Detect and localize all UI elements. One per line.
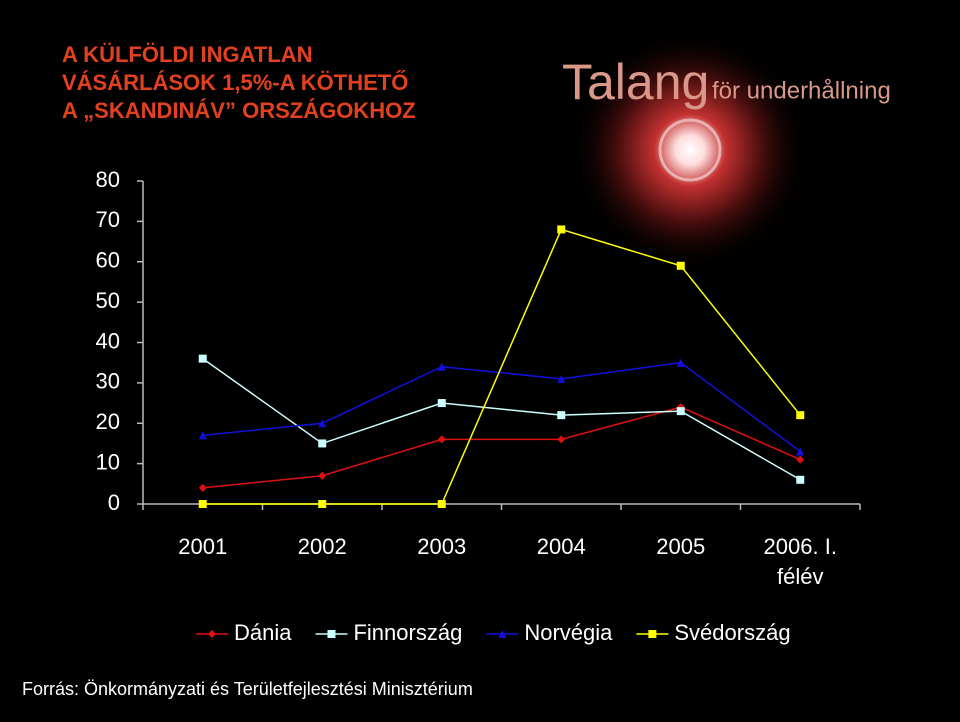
point	[318, 500, 327, 508]
legend-marker	[208, 630, 216, 638]
point	[437, 362, 446, 371]
logo-name: Talang	[562, 54, 709, 110]
logo-tagline: för underhållning	[712, 77, 891, 104]
series-line	[202, 361, 801, 453]
point	[557, 411, 566, 420]
series-line	[202, 406, 801, 489]
logo-glow	[570, 30, 810, 270]
legend-marker	[327, 630, 336, 638]
title-line: VÁSÁRLÁSOK 1,5%-A KÖTHETŐ	[62, 70, 408, 95]
point	[557, 435, 566, 444]
point	[198, 431, 207, 440]
y-tick-label: 70	[96, 207, 120, 232]
y-tick-label: 40	[96, 328, 120, 353]
legend-label: Finnország	[353, 620, 462, 645]
point	[198, 500, 207, 508]
logo-ring	[658, 118, 722, 182]
point	[437, 399, 446, 408]
legend-marker	[648, 630, 657, 638]
x-tick-label: 2004	[536, 534, 586, 559]
y-tick-label: 50	[96, 288, 120, 313]
x-tick-label: 2002	[297, 534, 347, 559]
legend-label: Dánia	[234, 620, 292, 645]
point	[676, 358, 685, 367]
point	[437, 500, 446, 508]
point	[437, 435, 446, 444]
title-line: A „SKANDINÁV” ORSZÁGOKHOZ	[62, 98, 416, 123]
point	[557, 225, 566, 234]
point	[318, 439, 327, 448]
point	[796, 475, 805, 484]
x-tick-label: 2005	[656, 534, 706, 559]
x-tick-label: 2006. I. félév	[763, 534, 837, 589]
source: Forrás: Önkormányzati és Területfejleszt…	[22, 679, 473, 699]
y-tick-label: 0	[108, 490, 120, 515]
series-line	[202, 228, 801, 505]
point	[676, 407, 685, 416]
legend-label: Norvégia	[524, 620, 613, 645]
point	[557, 374, 566, 383]
point	[198, 354, 207, 363]
point	[318, 471, 327, 480]
series-line	[202, 358, 801, 481]
y-tick-label: 20	[96, 409, 120, 434]
point	[796, 455, 805, 464]
title-line: A KÜLFÖLDI INGATLAN	[62, 42, 313, 67]
y-tick-label: 30	[96, 369, 120, 394]
point	[796, 411, 805, 420]
y-tick-label: 80	[96, 167, 120, 192]
x-tick-label: 2001	[178, 534, 228, 559]
legend-marker	[498, 630, 507, 638]
y-tick-label: 60	[96, 248, 120, 273]
point	[676, 261, 685, 270]
y-tick-label: 10	[96, 449, 120, 474]
point	[796, 447, 805, 456]
legend-label: Svédország	[674, 620, 790, 645]
point	[198, 483, 207, 492]
x-tick-label: 2003	[417, 534, 467, 559]
point	[318, 419, 327, 428]
